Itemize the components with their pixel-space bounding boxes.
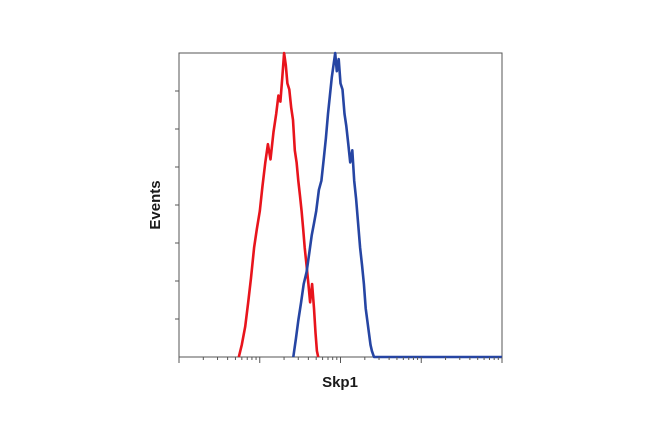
histogram-trace-2 xyxy=(292,51,502,359)
ticks-layer xyxy=(175,90,503,363)
x-axis-title: Skp1 xyxy=(322,374,358,391)
y-axis-title: Events xyxy=(147,180,164,229)
series-layer xyxy=(237,51,502,359)
histogram-trace-1 xyxy=(237,51,320,358)
